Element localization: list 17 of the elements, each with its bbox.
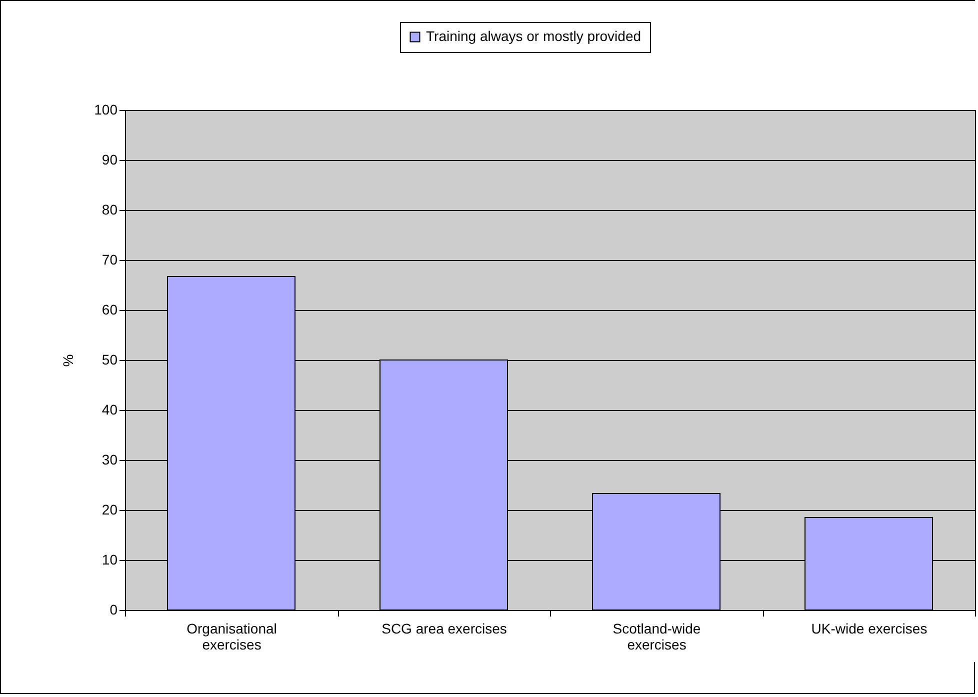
x-tick-label: Organisational exercises bbox=[186, 620, 277, 652]
y-tick-label: 50 bbox=[102, 352, 118, 368]
x-tick-label: UK-wide exercises bbox=[811, 620, 928, 636]
y-tick-label: 10 bbox=[102, 552, 118, 568]
y-tick-label: 90 bbox=[102, 152, 118, 168]
legend-label: Training always or mostly provided bbox=[426, 28, 642, 44]
x-tick-label: Scotland-wide exercises bbox=[612, 620, 701, 652]
y-tick-label: 0 bbox=[110, 602, 118, 618]
y-tick-label: 30 bbox=[102, 452, 118, 468]
y-tick-label: 100 bbox=[94, 102, 118, 118]
y-tick-label: 60 bbox=[102, 302, 118, 318]
y-tick-label: 80 bbox=[102, 202, 118, 218]
y-tick-label: 20 bbox=[102, 502, 118, 518]
y-tick-label: 40 bbox=[102, 402, 118, 418]
y-tick-label: 70 bbox=[102, 252, 118, 268]
y-axis-title: % bbox=[60, 354, 76, 367]
x-tick-label: SCG area exercises bbox=[382, 620, 507, 636]
